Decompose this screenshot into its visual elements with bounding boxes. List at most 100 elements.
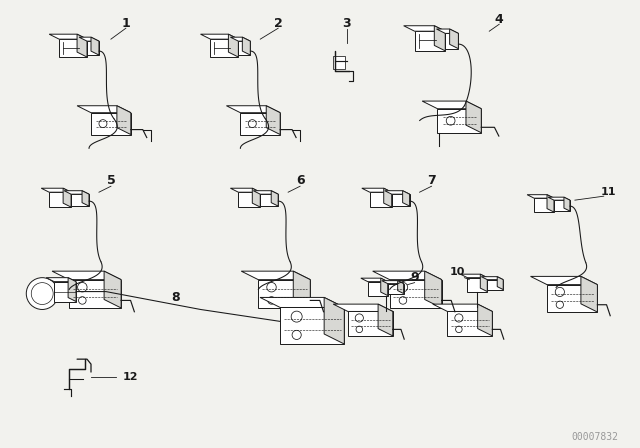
Polygon shape <box>238 41 250 55</box>
Text: 9: 9 <box>410 271 419 284</box>
Polygon shape <box>333 56 345 69</box>
Polygon shape <box>77 34 87 57</box>
Polygon shape <box>241 271 310 280</box>
Polygon shape <box>392 194 410 206</box>
Polygon shape <box>372 271 442 280</box>
Polygon shape <box>390 280 442 308</box>
Polygon shape <box>480 274 487 292</box>
Polygon shape <box>49 34 87 39</box>
Polygon shape <box>49 192 71 207</box>
Polygon shape <box>388 284 404 293</box>
Polygon shape <box>477 304 492 336</box>
Polygon shape <box>404 26 445 31</box>
Polygon shape <box>425 271 442 308</box>
Polygon shape <box>243 37 250 55</box>
Polygon shape <box>348 311 393 336</box>
Text: 2: 2 <box>274 17 282 30</box>
Polygon shape <box>436 29 458 34</box>
Polygon shape <box>467 278 487 292</box>
Polygon shape <box>41 188 71 192</box>
Text: 11: 11 <box>601 187 616 197</box>
Polygon shape <box>403 191 410 206</box>
Text: 00007832: 00007832 <box>572 432 619 442</box>
Polygon shape <box>381 280 404 284</box>
Text: 7: 7 <box>427 174 436 187</box>
Polygon shape <box>324 297 344 344</box>
Polygon shape <box>581 276 597 312</box>
Polygon shape <box>438 109 481 133</box>
Polygon shape <box>104 271 121 308</box>
Polygon shape <box>534 198 554 212</box>
Polygon shape <box>370 192 392 207</box>
Polygon shape <box>415 31 445 51</box>
Text: 5: 5 <box>106 174 115 187</box>
Polygon shape <box>385 191 410 194</box>
Polygon shape <box>527 195 554 198</box>
Polygon shape <box>362 188 392 192</box>
Polygon shape <box>487 280 503 289</box>
Polygon shape <box>71 194 89 206</box>
Polygon shape <box>230 37 250 41</box>
Polygon shape <box>228 34 238 57</box>
Polygon shape <box>435 26 445 51</box>
Text: 3: 3 <box>342 17 351 30</box>
Polygon shape <box>460 274 487 278</box>
Polygon shape <box>361 278 388 282</box>
Polygon shape <box>91 113 131 134</box>
Polygon shape <box>433 304 492 311</box>
Polygon shape <box>266 106 280 134</box>
Polygon shape <box>547 284 597 312</box>
Polygon shape <box>54 282 76 302</box>
Polygon shape <box>447 311 492 336</box>
Polygon shape <box>59 39 87 57</box>
Polygon shape <box>241 113 280 134</box>
Circle shape <box>26 278 58 310</box>
Polygon shape <box>368 282 388 296</box>
Text: 4: 4 <box>495 13 504 26</box>
Polygon shape <box>52 271 121 280</box>
Text: 1: 1 <box>122 17 130 30</box>
Polygon shape <box>230 188 260 192</box>
Polygon shape <box>68 278 76 302</box>
Polygon shape <box>259 280 310 308</box>
Polygon shape <box>481 277 503 280</box>
Polygon shape <box>63 188 71 207</box>
Text: 8: 8 <box>172 291 180 304</box>
Polygon shape <box>280 307 344 344</box>
Polygon shape <box>497 277 503 289</box>
Polygon shape <box>548 197 570 200</box>
Polygon shape <box>91 37 99 55</box>
Polygon shape <box>564 197 570 211</box>
Polygon shape <box>554 200 570 211</box>
Polygon shape <box>422 101 481 109</box>
Text: 12: 12 <box>123 372 139 382</box>
Polygon shape <box>211 39 238 57</box>
Polygon shape <box>547 195 554 212</box>
Polygon shape <box>378 304 393 336</box>
Polygon shape <box>333 304 393 311</box>
Polygon shape <box>271 191 278 206</box>
Polygon shape <box>466 101 481 133</box>
Polygon shape <box>64 191 89 194</box>
Polygon shape <box>238 192 260 207</box>
Polygon shape <box>450 29 458 49</box>
Text: 6: 6 <box>296 174 305 187</box>
Polygon shape <box>260 194 278 206</box>
Polygon shape <box>46 278 76 282</box>
Polygon shape <box>69 280 121 308</box>
Polygon shape <box>79 37 99 41</box>
Polygon shape <box>87 41 99 55</box>
Polygon shape <box>253 191 278 194</box>
Polygon shape <box>82 191 89 206</box>
Polygon shape <box>531 276 597 284</box>
Polygon shape <box>293 271 310 308</box>
Polygon shape <box>260 297 344 307</box>
Polygon shape <box>77 106 131 113</box>
Polygon shape <box>252 188 260 207</box>
Polygon shape <box>397 280 404 293</box>
Polygon shape <box>381 278 388 296</box>
Text: 10: 10 <box>450 267 465 277</box>
Polygon shape <box>117 106 131 134</box>
Polygon shape <box>227 106 280 113</box>
Polygon shape <box>445 34 458 49</box>
